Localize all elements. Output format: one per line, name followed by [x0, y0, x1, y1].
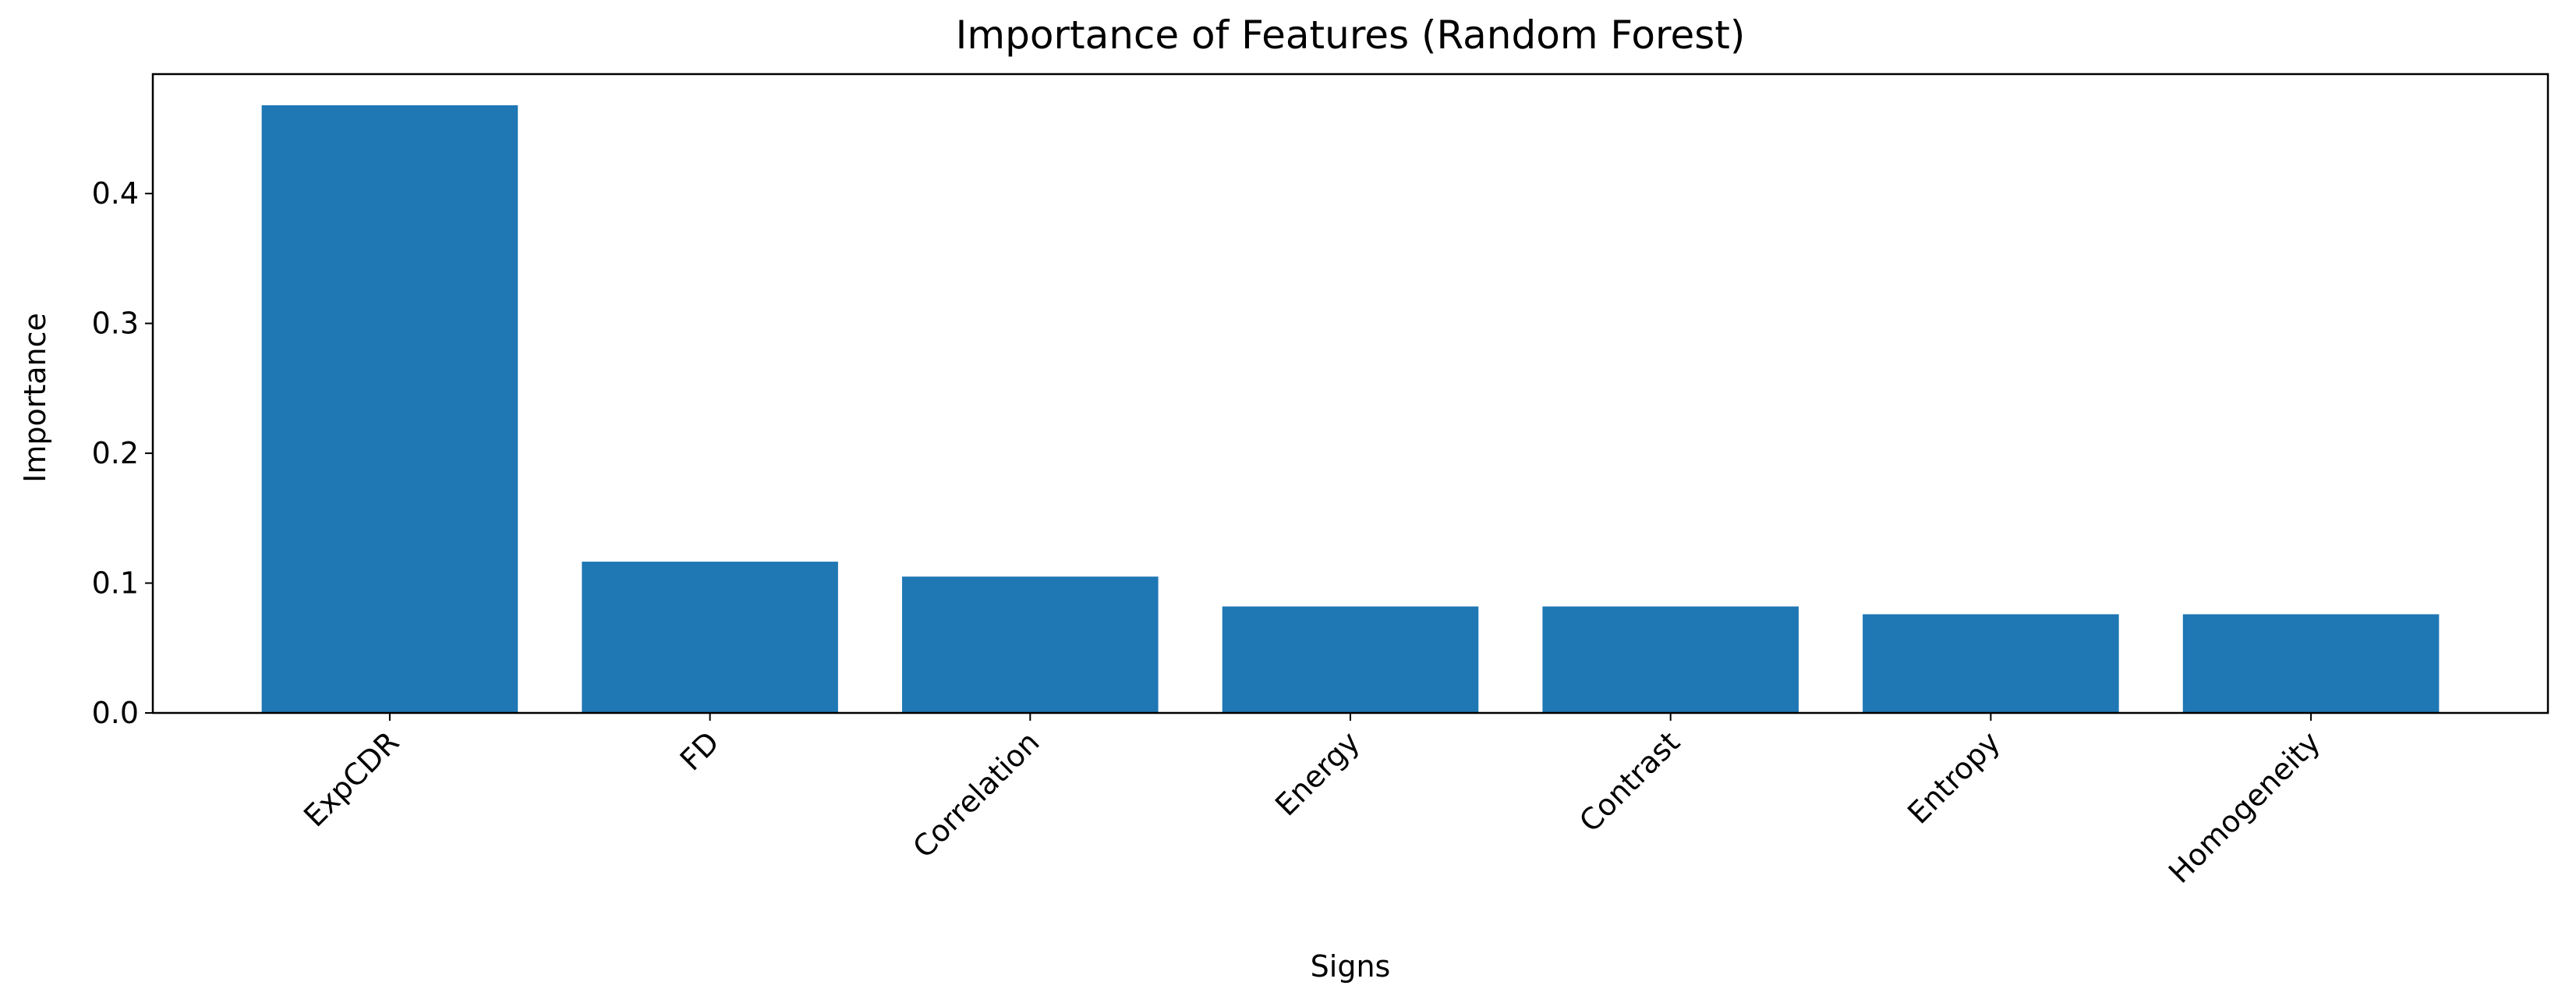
bar	[902, 576, 1159, 713]
y-tick-label: 0.4	[92, 176, 139, 211]
plot-frame	[151, 73, 2549, 714]
x-tick-label: Energy	[1269, 725, 1366, 822]
x-axis-label: Signs	[1311, 949, 1391, 984]
y-axis-label: Importance	[18, 313, 52, 483]
chart-title: Importance of Features (Random Forest)	[956, 12, 1746, 58]
x-tick-label: Entropy	[1901, 725, 2007, 831]
y-tick-label: 0.1	[92, 566, 139, 601]
bar	[1222, 606, 1479, 713]
y-tick-label: 0.2	[92, 436, 139, 470]
x-tick-label: Homogeneity	[2162, 725, 2327, 889]
x-tick-label: Correlation	[906, 725, 1046, 864]
y-tick-label: 0.0	[92, 696, 139, 730]
x-tick-label: ExpCDR	[297, 725, 405, 833]
bar	[582, 562, 838, 713]
bar	[1542, 606, 1799, 713]
x-tick-label: FD	[674, 725, 726, 777]
bar	[1863, 614, 2119, 713]
x-tick-label: Contrast	[1573, 725, 1686, 839]
bar	[2182, 614, 2440, 713]
bar	[261, 105, 518, 713]
y-tick-label: 0.3	[92, 307, 139, 341]
